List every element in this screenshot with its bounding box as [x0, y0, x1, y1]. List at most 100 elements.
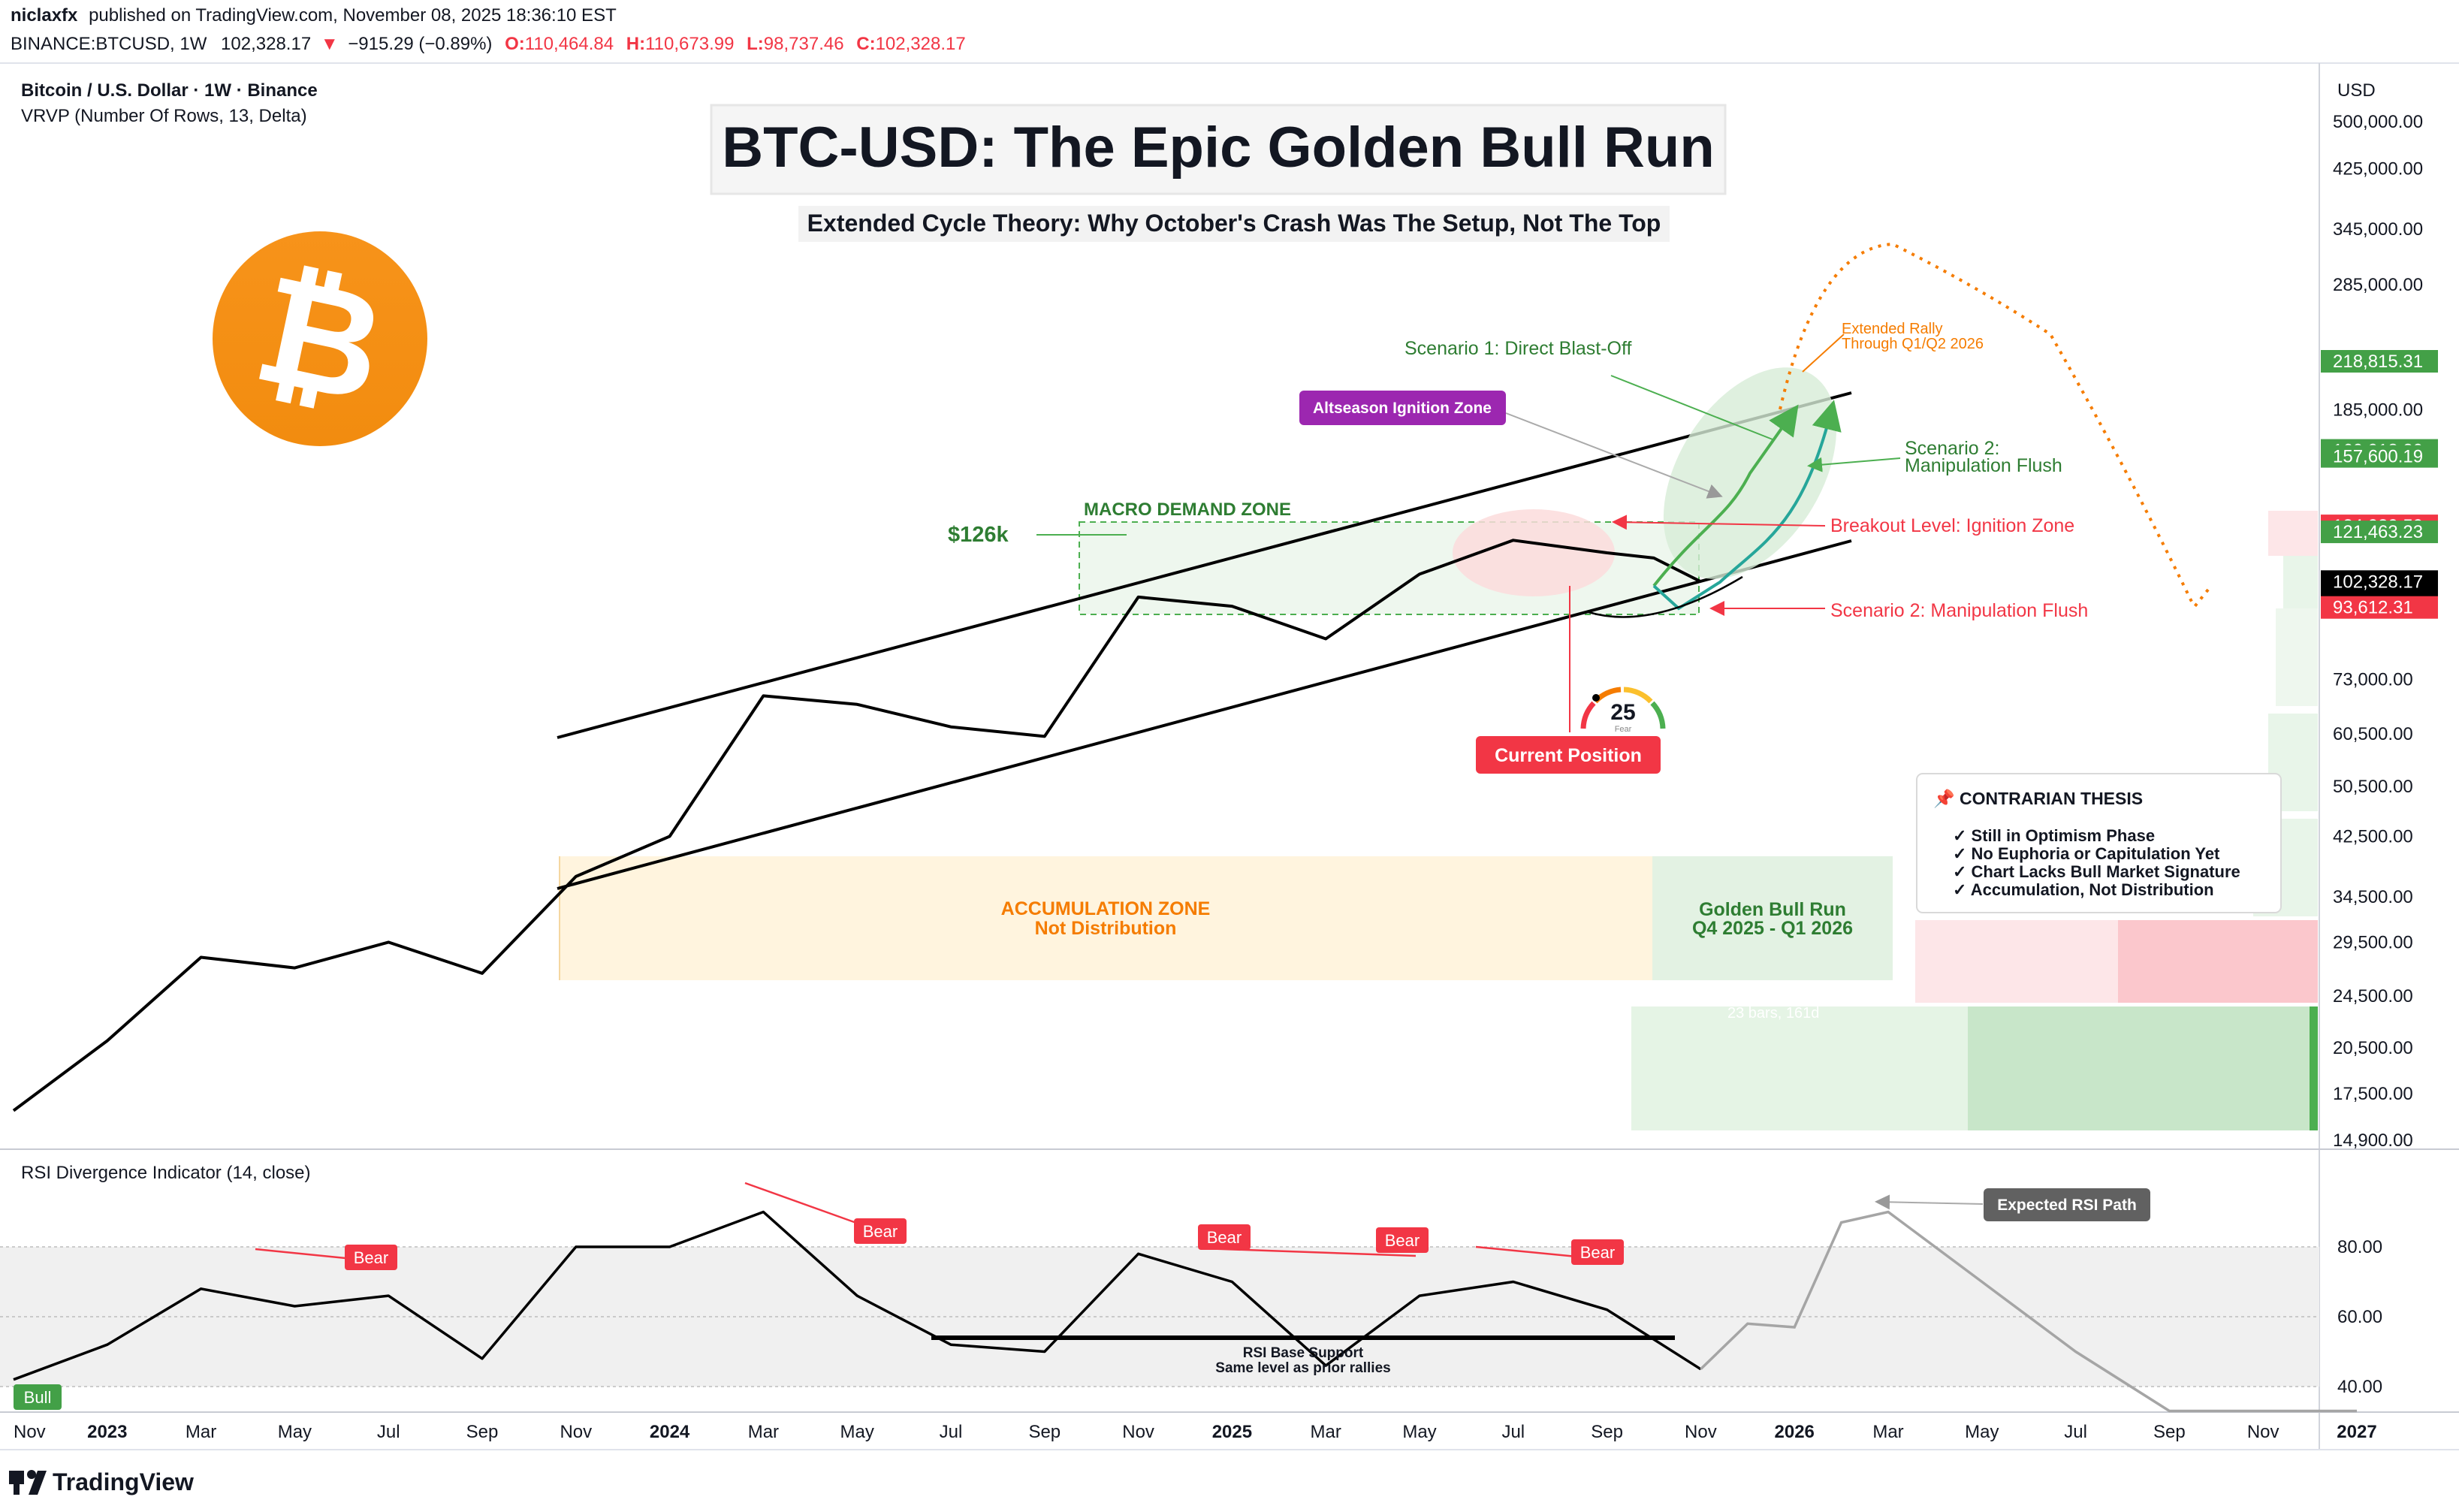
altseason-label: Altseason Ignition Zone: [1313, 400, 1492, 417]
price-badge: 121,463.23: [2321, 521, 2438, 544]
pane-borders: [0, 63, 2459, 1450]
accumulation-sublabel: Not Distribution: [1035, 918, 1177, 939]
rsi-base-label: RSI Base Support: [1243, 1345, 1364, 1361]
price-badge: 218,815.31: [2321, 350, 2438, 373]
price-badge-label: 93,612.31: [2333, 598, 2413, 618]
tradingview-logo-icon: [9, 1470, 47, 1495]
time-tick-label: Sep: [1028, 1422, 1061, 1442]
bear-badge: Bear: [1198, 1224, 1251, 1250]
svg-text:Bear: Bear: [354, 1248, 388, 1267]
fear-greed-label: Fear: [1615, 725, 1632, 734]
price-badge-background: [2321, 350, 2438, 373]
price-badge-label: 157,600.19: [2333, 447, 2423, 467]
down-arrow-icon: ▼: [321, 34, 339, 54]
thesis-item: ✓ Accumulation, Not Distribution: [1953, 880, 2214, 899]
macro-demand-label: MACRO DEMAND ZONE: [1084, 499, 1291, 520]
price-badge-label: 102,328.17: [2333, 572, 2423, 592]
time-tick-label: Nov: [1685, 1422, 1717, 1442]
time-tick-label: Mar: [186, 1422, 216, 1442]
price-tick-label: 20,500.00: [2333, 1038, 2413, 1058]
price-tick-label: 24,500.00: [2333, 986, 2413, 1006]
price-tick-label: 285,000.00: [2333, 275, 2423, 295]
currency-label: USD: [2337, 80, 2376, 101]
svg-text:Bear: Bear: [1207, 1228, 1242, 1247]
subtitle-box: Extended Cycle Theory: Why October's Cra…: [798, 206, 1670, 242]
time-tick-label: 2023: [87, 1422, 127, 1442]
price-tick-label: 425,000.00: [2333, 159, 2423, 180]
scenario2-label-top: Scenario 2:: [1905, 438, 1999, 459]
time-tick-label: Jul: [377, 1422, 400, 1442]
high-value: 110,673.99: [645, 34, 734, 54]
time-tick-label: Mar: [748, 1422, 779, 1442]
rsi-pane: RSI Divergence Indicator (14, close) RSI…: [0, 1163, 2357, 1413]
time-tick-label: 2026: [1775, 1422, 1815, 1442]
thesis-item: ✓ No Euphoria or Capitulation Yet: [1953, 844, 2220, 863]
time-tick-label: May: [278, 1422, 312, 1442]
price-badge: 157,600.19: [2321, 445, 2438, 468]
rsi-axis[interactable]: 80.00 60.00 40.00: [2337, 1237, 2382, 1397]
breakout-level-label: Breakout Level: Ignition Zone: [1830, 515, 2074, 536]
scenario2-label-bottom: Manipulation Flush: [1905, 455, 2062, 476]
bars-range-note: 23 bars, 161d: [1727, 1005, 1819, 1022]
scenario2-flush-label: Scenario 2: Manipulation Flush: [1830, 600, 2088, 621]
price-change: −915.29 (−0.89%): [348, 34, 492, 54]
svg-text:Bull: Bull: [24, 1388, 52, 1407]
time-tick-label: May: [840, 1422, 874, 1442]
bear-badge: Bear: [1571, 1239, 1624, 1265]
accumulation-zone: ACCUMULATION ZONE Not Distribution: [559, 856, 1652, 980]
golden-bull-run-sublabel: Q4 2025 - Q1 2026: [1692, 918, 1853, 939]
chart-subtitle: Extended Cycle Theory: Why October's Cra…: [807, 210, 1661, 237]
low-value: 98,737.46: [764, 34, 844, 54]
current-position-label: Current Position: [1495, 745, 1642, 766]
expected-rsi-label: Expected RSI Path: [1997, 1197, 2137, 1214]
high-key: H:: [626, 34, 645, 54]
open-value: 110,464.84: [525, 34, 614, 54]
price-badge-background: [2321, 521, 2438, 544]
level-126k-label: $126k: [948, 523, 1009, 547]
bear-badge: Bear: [345, 1245, 397, 1270]
svg-text:niclaxfx published on Tr: niclaxfx published on TradingView.com, N…: [11, 5, 617, 26]
time-tick-label: Nov: [1122, 1422, 1154, 1442]
indicator-legend[interactable]: VRVP (Number Of Rows, 13, Delta): [21, 106, 307, 126]
bear-badge: Bear: [854, 1218, 907, 1244]
price-tick-label: 185,000.00: [2333, 400, 2423, 421]
price-badge-label: 218,815.31: [2333, 352, 2423, 372]
accumulation-label: ACCUMULATION ZONE: [1001, 898, 1211, 919]
rsi-legend[interactable]: RSI Divergence Indicator (14, close): [21, 1163, 311, 1183]
price-tick-label: 29,500.00: [2333, 932, 2413, 952]
time-tick-label: Jul: [2064, 1422, 2087, 1442]
svg-text:Bear: Bear: [863, 1222, 898, 1241]
thesis-item: ✓ Still in Optimism Phase: [1953, 826, 2155, 845]
thesis-item: ✓ Chart Lacks Bull Market Signature: [1953, 862, 2240, 881]
price-tick-label: 42,500.00: [2333, 827, 2413, 847]
price-tick-label: 34,500.00: [2333, 887, 2413, 907]
time-tick-label: Sep: [1591, 1422, 1623, 1442]
brand-name[interactable]: TradingView: [53, 1468, 194, 1495]
time-axis[interactable]: Nov 2023 Mar May Jul Sep Nov 2024 Mar May Jul Sep No…: [14, 1422, 2377, 1442]
price-badge-background: [2321, 445, 2438, 468]
price-tick-label: 73,000.00: [2333, 670, 2413, 690]
thesis-title: 📌 CONTRARIAN THESIS: [1933, 788, 2143, 809]
time-tick-label: May: [1402, 1422, 1436, 1442]
volume-profile: 23 bars, 161d: [1631, 511, 2318, 1130]
fear-greed-gauge: 25 Fear: [1580, 687, 1666, 734]
time-tick-label: 2025: [1212, 1422, 1252, 1442]
time-tick-label: 2027: [2337, 1422, 2376, 1442]
expected-rsi-badge: Expected RSI Path: [1984, 1188, 2150, 1221]
scenario-projections: [1505, 242, 2210, 732]
bitcoin-logo-icon: ₿: [213, 231, 427, 446]
golden-bull-run-label: Golden Bull Run: [1699, 899, 1846, 920]
rsi-tick-label: 40.00: [2337, 1377, 2382, 1397]
footer: TradingView: [9, 1468, 194, 1495]
instrument-legend[interactable]: Bitcoin / U.S. Dollar · 1W · Binance: [21, 80, 318, 101]
current-position-badge: Current Position: [1476, 736, 1661, 774]
rsi-series: [13, 1210, 1702, 1381]
publisher[interactable]: niclaxfx: [11, 5, 78, 26]
ascending-channel: [557, 391, 1852, 890]
altseason-badge: Altseason Ignition Zone: [1299, 391, 1506, 425]
scenario1-label: Scenario 1: Direct Blast-Off: [1404, 338, 1631, 359]
published-on: published on TradingView.com, November 0…: [89, 5, 617, 26]
price-axis[interactable]: USD 500,000.00 425,000.00 345,000.00 285,00…: [2321, 80, 2438, 1151]
